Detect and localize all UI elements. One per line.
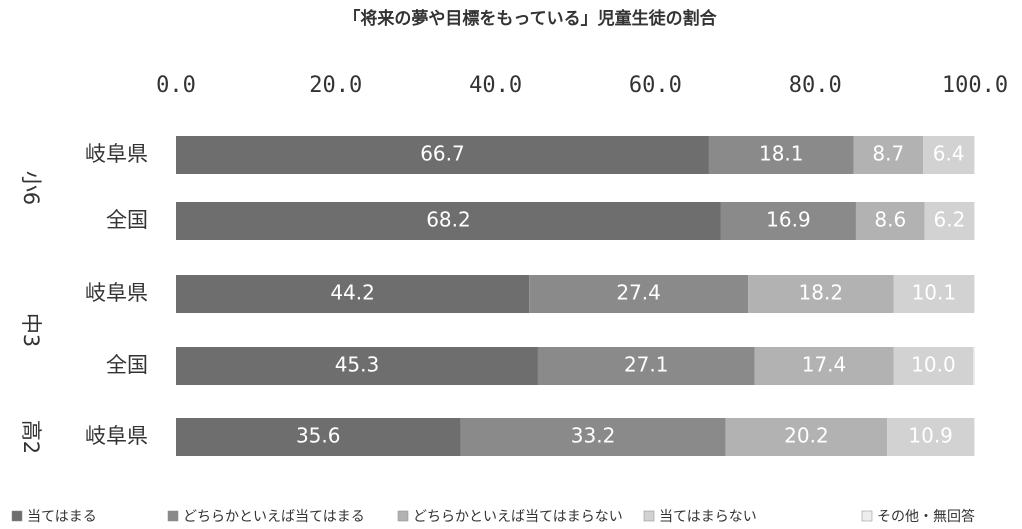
data-label: 16.9 — [766, 208, 811, 232]
legend-swatch — [643, 510, 655, 522]
category-label: 岐阜県 — [85, 281, 148, 305]
bar-segment — [893, 347, 974, 385]
category-label: 全国 — [106, 353, 148, 377]
data-label: 20.2 — [784, 424, 829, 448]
group-label: 小6 — [19, 171, 43, 205]
bar-segment — [176, 136, 709, 174]
bar-segment — [754, 347, 894, 385]
category-label: 全国 — [106, 208, 148, 232]
data-label: 10.9 — [908, 424, 953, 448]
data-label: 6.2 — [934, 208, 966, 232]
bar-segment — [725, 418, 888, 456]
legend-label: 当てはまる — [27, 509, 97, 525]
data-label: 35.6 — [296, 424, 341, 448]
x-tick-label: 40.0 — [469, 73, 522, 98]
data-label: 27.1 — [624, 353, 669, 377]
legend-label: 当てはまらない — [659, 509, 757, 525]
data-label: 18.2 — [799, 281, 844, 305]
bar-segment — [176, 347, 538, 385]
bar-segment — [974, 136, 975, 174]
data-label: 6.4 — [933, 142, 965, 166]
x-tick-label: 60.0 — [629, 73, 682, 98]
x-tick-label: 80.0 — [789, 73, 842, 98]
data-label: 17.4 — [802, 353, 847, 377]
data-label: 27.4 — [616, 281, 661, 305]
chart-title: 「将来の夢や目標をもっている」児童生徒の割合 — [343, 8, 717, 29]
bar-segment — [853, 136, 924, 174]
bar-segment — [887, 418, 975, 456]
group-labels: 小6 中3 高2 — [19, 171, 43, 454]
bar-segment — [537, 347, 755, 385]
legend-swatch — [11, 510, 23, 522]
legend: 当てはまる どちらかといえば当てはまる どちらかといえば当てはまらない 当てはまらない… — [11, 508, 975, 525]
data-label: 44.2 — [330, 281, 375, 305]
bar-segment — [893, 275, 975, 313]
bar-segment — [529, 275, 749, 313]
x-tick-label: 0.0 — [156, 73, 196, 98]
legend-label: どちらかといえば当てはまる — [183, 509, 365, 525]
group-label: 中3 — [19, 313, 43, 347]
bar-segment — [923, 136, 975, 174]
bar-segment — [974, 275, 975, 313]
data-label: 8.7 — [872, 142, 904, 166]
category-label: 岐阜県 — [85, 142, 148, 166]
legend-label: どちらかといえば当てはまらない — [413, 509, 623, 525]
data-label: 10.0 — [911, 353, 956, 377]
bar-segment — [973, 347, 975, 385]
bar-segment — [855, 202, 925, 240]
bar-segment — [176, 275, 530, 313]
bar-segment — [176, 202, 721, 240]
data-label: 68.2 — [426, 208, 471, 232]
x-tick-label: 100.0 — [942, 73, 1008, 98]
x-tick-label: 20.0 — [309, 73, 362, 98]
data-labels: 66.7 18.1 8.7 6.4 68.2 16.9 8.6 6.2 44.2 27.4 18.2… — [296, 142, 965, 448]
group-label: 高2 — [19, 420, 43, 454]
data-label: 66.7 — [420, 142, 465, 166]
bar-segment — [176, 418, 461, 456]
data-label: 33.2 — [571, 424, 616, 448]
data-label: 8.6 — [874, 208, 906, 232]
bar-segment — [708, 136, 854, 174]
legend-label: その他・無回答 — [877, 508, 975, 525]
bar-segment — [924, 202, 975, 240]
bar-segment — [460, 418, 726, 456]
data-label: 18.1 — [759, 142, 804, 166]
x-axis-ticks: 0.0 20.0 40.0 60.0 80.0 100.0 — [156, 73, 1008, 98]
category-label: 岐阜県 — [85, 424, 148, 448]
data-label: 10.1 — [912, 281, 957, 305]
data-label: 45.3 — [335, 353, 380, 377]
bar-segment — [748, 275, 894, 313]
bar-segment — [974, 418, 975, 456]
bar-segment — [974, 202, 975, 240]
legend-swatch — [397, 510, 409, 522]
bars — [176, 136, 975, 456]
legend-swatch — [167, 510, 179, 522]
bar-segment — [720, 202, 856, 240]
legend-swatch — [861, 510, 873, 522]
